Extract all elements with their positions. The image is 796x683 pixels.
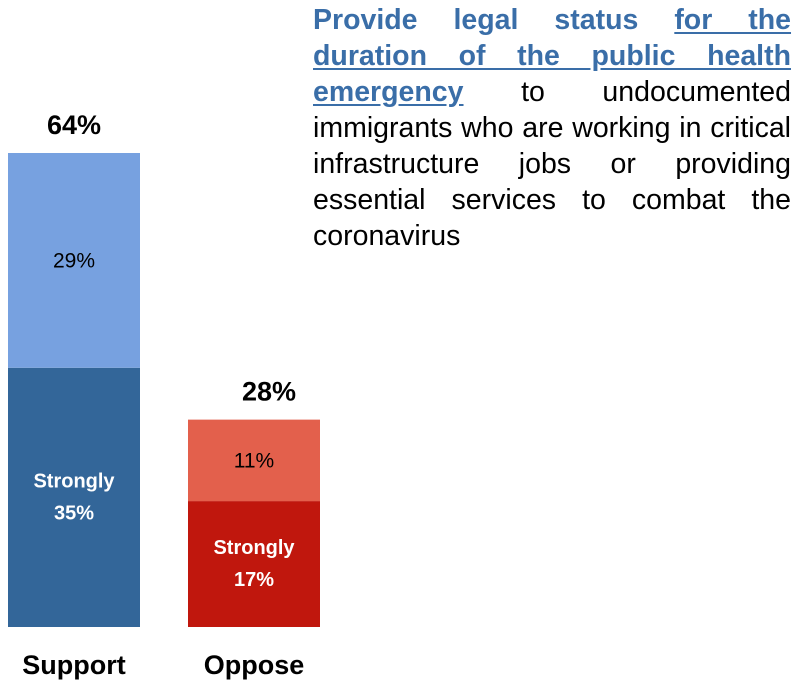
total-label-support: 64% — [47, 110, 101, 140]
question-lead: Provide legal status — [313, 4, 639, 36]
question-rest: to undocumented immigrants who are worki… — [313, 76, 791, 252]
segment-label-oppose-strong: Strongly 17% — [213, 537, 295, 591]
total-label-oppose: 28% — [242, 377, 296, 407]
segment-label-oppose-somewhat: 11% — [234, 449, 274, 472]
question-emphasis: for the duration of the public health em… — [313, 4, 792, 108]
category-label-oppose: Oppose — [204, 650, 305, 680]
category-label-support: Support — [22, 650, 125, 680]
bar-oppose-segment-strong — [188, 501, 320, 627]
bar-oppose-segment-somewhat — [188, 419, 320, 502]
question-text: Provide legal status for the duration of… — [313, 2, 791, 254]
bar-support-segment-strong — [8, 367, 140, 627]
bar-support-segment-somewhat — [8, 153, 140, 368]
segment-label-support-somewhat: 29% — [53, 249, 95, 272]
segment-label-support-strong: Strongly 35% — [33, 470, 115, 524]
